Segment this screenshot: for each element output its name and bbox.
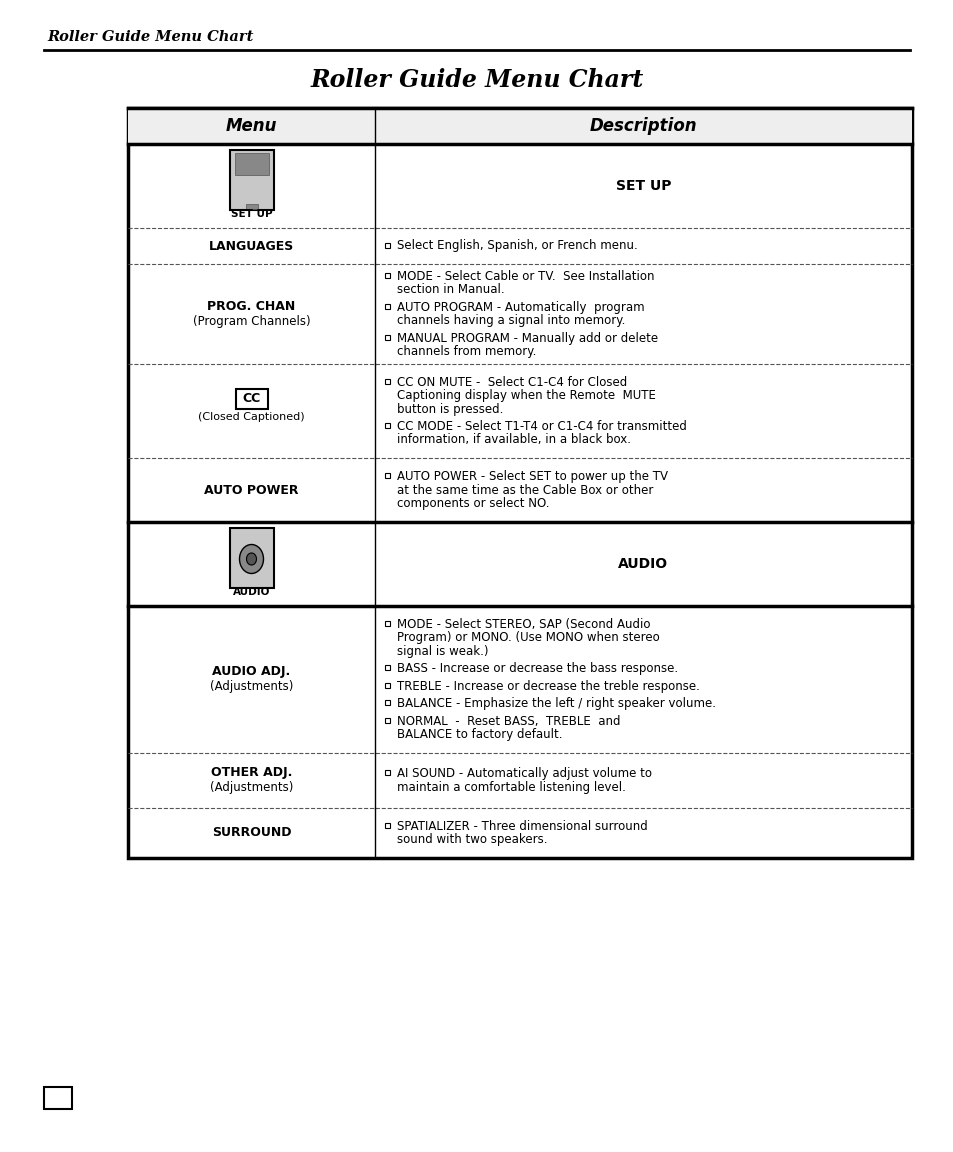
Text: channels having a signal into memory.: channels having a signal into memory. [396, 314, 625, 327]
Text: AUDIO ADJ.: AUDIO ADJ. [213, 665, 291, 679]
Text: channels from memory.: channels from memory. [396, 346, 536, 358]
Text: Roller Guide Menu Chart: Roller Guide Menu Chart [310, 68, 643, 92]
Bar [385, 423, 390, 429]
Bar [385, 683, 390, 688]
Bar [128, 108, 911, 144]
Bar [245, 204, 257, 209]
Text: MANUAL PROGRAM - Manually add or delete: MANUAL PROGRAM - Manually add or delete [396, 332, 658, 344]
Text: information, if available, in a black box.: information, if available, in a black bo… [396, 433, 630, 447]
Text: CC ON MUTE -  Select C1-C4 for Closed: CC ON MUTE - Select C1-C4 for Closed [396, 376, 626, 388]
Text: SURROUND: SURROUND [212, 826, 291, 840]
Text: BALANCE to factory default.: BALANCE to factory default. [396, 728, 562, 741]
Circle shape [239, 545, 263, 574]
Text: NORMAL  -  Reset BASS,  TREBLE  and: NORMAL - Reset BASS, TREBLE and [396, 714, 619, 728]
Text: AUTO POWER - Select SET to power up the TV: AUTO POWER - Select SET to power up the … [396, 470, 667, 483]
Text: SPATIALIZER - Three dimensional surround: SPATIALIZER - Three dimensional surround [396, 820, 647, 833]
Text: SET UP: SET UP [615, 179, 671, 194]
Circle shape [246, 553, 256, 564]
Text: Captioning display when the Remote  MUTE: Captioning display when the Remote MUTE [396, 389, 656, 402]
Text: MODE - Select STEREO, SAP (Second Audio: MODE - Select STEREO, SAP (Second Audio [396, 617, 650, 631]
Bar [385, 335, 390, 340]
Text: button is pressed.: button is pressed. [396, 402, 503, 416]
Bar [385, 304, 390, 309]
Text: MODE - Select Cable or TV.  See Installation: MODE - Select Cable or TV. See Installat… [396, 270, 654, 282]
Text: Program) or MONO. (Use MONO when stereo: Program) or MONO. (Use MONO when stereo [396, 631, 659, 644]
Text: (Program Channels): (Program Channels) [193, 314, 310, 327]
Bar [385, 273, 390, 278]
Text: (Closed Captioned): (Closed Captioned) [198, 412, 305, 422]
Bar [234, 153, 268, 175]
Bar [385, 718, 390, 722]
Text: components or select NO.: components or select NO. [396, 497, 549, 510]
Bar [385, 665, 390, 670]
Text: OTHER ADJ.: OTHER ADJ. [211, 766, 292, 779]
Text: LANGUAGES: LANGUAGES [209, 240, 294, 252]
Text: AUDIO: AUDIO [618, 558, 668, 571]
Bar [385, 700, 390, 705]
Text: AI SOUND - Automatically adjust volume to: AI SOUND - Automatically adjust volume t… [396, 767, 651, 780]
Text: CC: CC [242, 393, 260, 406]
Bar [230, 528, 274, 588]
Text: TREBLE - Increase or decrease the treble response.: TREBLE - Increase or decrease the treble… [396, 680, 700, 692]
Text: section in Manual.: section in Manual. [396, 283, 504, 296]
Bar [385, 243, 390, 248]
Bar [385, 473, 390, 478]
Text: Menu: Menu [225, 118, 276, 135]
Bar [230, 150, 274, 210]
Bar [385, 379, 390, 384]
Text: CC MODE - Select T1-T4 or C1-C4 for transmitted: CC MODE - Select T1-T4 or C1-C4 for tran… [396, 420, 686, 433]
Text: AUTO PROGRAM - Automatically  program: AUTO PROGRAM - Automatically program [396, 301, 644, 313]
Text: maintain a comfortable listening level.: maintain a comfortable listening level. [396, 781, 625, 794]
Text: (Adjustments): (Adjustments) [210, 781, 293, 794]
Bar [44, 1087, 71, 1109]
Text: (Adjustments): (Adjustments) [210, 680, 293, 694]
Text: PROG. CHAN: PROG. CHAN [207, 300, 295, 312]
Bar [385, 621, 390, 626]
Text: BALANCE - Emphasize the left / right speaker volume.: BALANCE - Emphasize the left / right spe… [396, 697, 716, 711]
Bar [385, 823, 390, 828]
Text: BASS - Increase or decrease the bass response.: BASS - Increase or decrease the bass res… [396, 662, 678, 675]
Text: Description: Description [589, 118, 696, 135]
Text: sound with two speakers.: sound with two speakers. [396, 833, 547, 847]
Text: AUDIO: AUDIO [233, 588, 270, 597]
Text: Roller Guide Menu Chart: Roller Guide Menu Chart [47, 30, 253, 44]
Bar [128, 108, 911, 858]
Text: Select English, Spanish, or French menu.: Select English, Spanish, or French menu. [396, 240, 638, 252]
Text: at the same time as the Cable Box or other: at the same time as the Cable Box or oth… [396, 484, 653, 497]
Text: AUTO POWER: AUTO POWER [204, 484, 298, 497]
Bar [385, 771, 390, 775]
Text: signal is weak.): signal is weak.) [396, 645, 488, 658]
Text: 8: 8 [53, 1091, 62, 1105]
Bar [235, 389, 267, 409]
Text: SET UP: SET UP [231, 209, 272, 219]
